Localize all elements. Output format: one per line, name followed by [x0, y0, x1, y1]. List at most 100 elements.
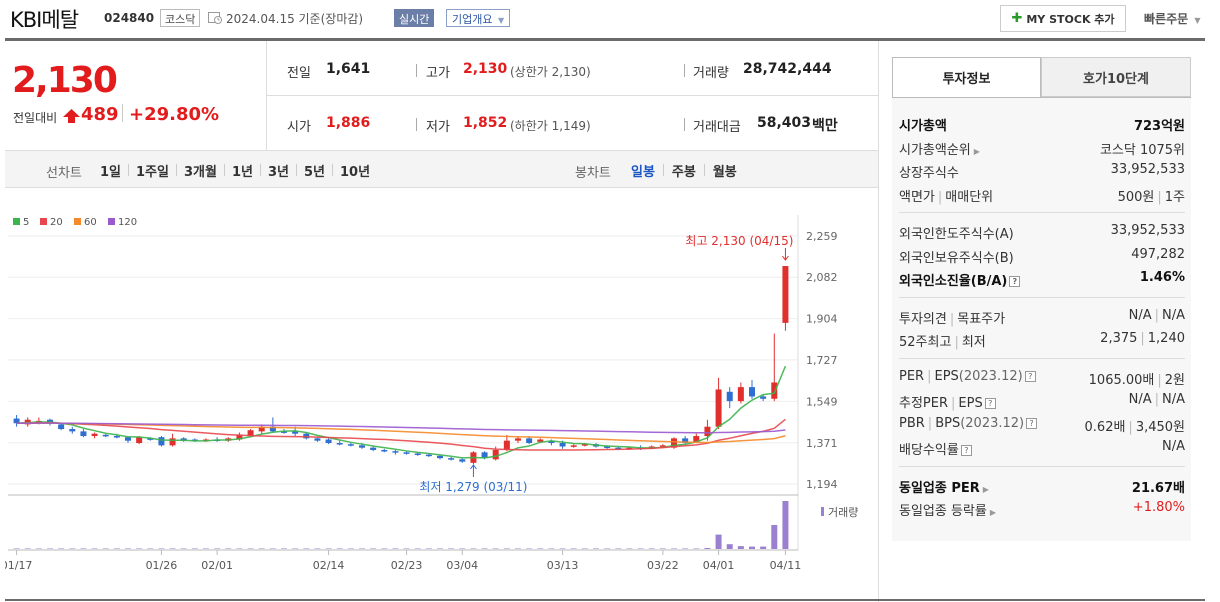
divider: | — [927, 415, 933, 431]
period-button-5[interactable]: 5년 — [303, 164, 325, 180]
volume-label: 거래량 — [693, 66, 729, 81]
candle-body — [693, 436, 700, 442]
candle-period-button-2[interactable]: 월봉 — [712, 164, 737, 180]
divider: | — [954, 335, 959, 350]
info-key: 시가총액순위 ▶ — [899, 142, 980, 158]
volume-bar — [470, 548, 477, 550]
x-tick-label: 01/26 — [146, 559, 178, 572]
y-tick-label: 1,549 — [806, 395, 838, 408]
volume-bar — [782, 501, 789, 549]
tab-invest-info[interactable]: 투자정보 — [892, 57, 1041, 97]
period-button-0[interactable]: 1일 — [100, 164, 122, 180]
candle-body — [503, 440, 510, 451]
volume-bar — [704, 548, 711, 549]
volume-bar — [537, 548, 544, 550]
help-icon[interactable]: ? — [960, 445, 972, 456]
help-icon[interactable]: ? — [1024, 370, 1036, 382]
candle-body — [448, 458, 455, 460]
volume-bar — [236, 548, 243, 550]
divider — [684, 64, 685, 77]
volume-bar — [593, 548, 599, 550]
volume-bar — [292, 548, 299, 550]
y-tick-label: 2,259 — [806, 230, 838, 243]
info-key-period: (2023.12) — [960, 415, 1025, 431]
info-row-est-per-help: 추정PER | EPS? N/A | N/A — [899, 390, 1185, 412]
candle-body — [281, 431, 287, 433]
period-button-3[interactable]: 1년 — [231, 164, 253, 180]
candle-period-button-1[interactable]: 주봉 — [671, 164, 696, 180]
amount-label: 거래대금 — [693, 120, 741, 135]
divider — [267, 95, 878, 96]
info-value: +1.80% — [1132, 500, 1185, 515]
info-key: 배당수익률? — [899, 439, 972, 458]
volume-bar — [481, 548, 488, 550]
price-chart[interactable]: 5 20 60 120 2,259 2,082 1,904 1,727 1,549 1,371 1,… — [5, 205, 873, 580]
y-tick-label: 2,082 — [806, 271, 838, 284]
info-row-listed-shares: 상장주식수 33,952,533 — [899, 160, 1185, 182]
high-value: 2,130 — [463, 61, 508, 77]
info-value: 코스닥 1075위 — [1099, 142, 1185, 158]
corp-overview-dropdown[interactable]: 기업개요 ▼ — [446, 9, 511, 27]
divider — [416, 64, 417, 77]
info-value: 2,375 | 1,240 — [1100, 331, 1185, 346]
period-button-2[interactable]: 3개월 — [183, 164, 217, 180]
low-label: 저가 — [426, 120, 450, 135]
candle-body — [125, 437, 131, 441]
candle-body — [459, 459, 466, 462]
candle-body — [347, 444, 354, 446]
info-key: 동일업종 PER ▶ — [899, 480, 989, 496]
volume-bar — [180, 548, 187, 550]
my-stock-add-button[interactable]: ✚ MY STOCK 추가 — [1000, 5, 1126, 32]
info-value: N/A | N/A — [1128, 307, 1185, 323]
chevron-down-icon: ▼ — [497, 16, 505, 25]
y-tick-label: 1,194 — [806, 478, 838, 491]
candle-body — [581, 444, 588, 446]
candle-body — [136, 437, 143, 444]
footer-divider — [5, 599, 1205, 601]
volume-bar — [492, 548, 499, 550]
info-value: 33,952,533 — [1110, 162, 1185, 177]
candle-body — [258, 426, 265, 432]
legend-label-120: 120 — [118, 217, 137, 228]
volume-bar — [113, 548, 120, 550]
divider: | — [937, 189, 943, 205]
realtime-button[interactable]: 실시간 — [394, 9, 435, 27]
candle-body — [403, 452, 410, 454]
candle-body — [292, 431, 299, 434]
candle-body — [704, 426, 711, 437]
candle-body — [13, 418, 20, 424]
help-icon[interactable]: ? — [1009, 276, 1021, 287]
quick-order-dropdown[interactable]: 빠른주문 ▼ — [1144, 10, 1201, 27]
legend-label-20: 20 — [50, 217, 63, 228]
ma-line-120 — [16, 422, 786, 434]
tab-order-book[interactable]: 호가10단계 — [1041, 57, 1191, 97]
divider: | — [1154, 307, 1159, 323]
candle-period-button-0[interactable]: 일봉 — [631, 164, 655, 180]
volume-bar — [47, 548, 53, 550]
arrow-up-icon — [470, 464, 477, 470]
candle-body — [91, 433, 98, 437]
divider — [295, 164, 297, 176]
candle-body — [437, 455, 443, 459]
volume-bar — [559, 548, 566, 550]
candle-body — [682, 438, 689, 444]
prev-close-label: 전일 — [287, 66, 311, 81]
info-key: 외국인소진율(B/A)? — [899, 270, 1021, 289]
help-icon[interactable]: ? — [984, 398, 996, 409]
candle-body — [615, 447, 622, 450]
info-key: 시가총액 — [899, 119, 947, 134]
info-key: PBR | BPS(2023.12)? — [899, 415, 1038, 431]
prev-close-value: 1,641 — [326, 61, 371, 77]
company-name[interactable]: KBI메탈 — [10, 8, 79, 32]
period-button-6[interactable]: 10년 — [340, 164, 371, 180]
line-chart-label: 선차트 — [46, 166, 82, 181]
period-buttons: 1일 1주일 3개월 1년 3년 5년 10년 — [100, 162, 371, 180]
x-tick-label: 04/11 — [770, 559, 802, 572]
period-button-4[interactable]: 3년 — [267, 164, 289, 180]
help-icon[interactable]: ? — [1026, 417, 1038, 429]
divider: | — [1157, 189, 1162, 205]
ma-line-5 — [16, 365, 787, 459]
volume-bar — [503, 548, 510, 550]
period-button-1[interactable]: 1주일 — [136, 164, 169, 180]
divider — [662, 164, 664, 176]
